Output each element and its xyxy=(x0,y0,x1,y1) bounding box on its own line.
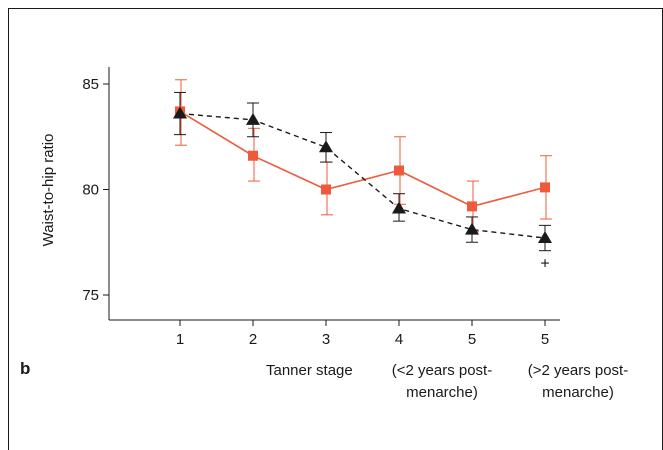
x-tick-label: 4 xyxy=(395,331,403,348)
data-point-square xyxy=(394,165,404,176)
x-tick-label: 2 xyxy=(249,331,257,348)
data-point-triangle xyxy=(246,112,260,125)
chart-annotations: + xyxy=(540,255,549,272)
panel-label: b xyxy=(20,359,30,378)
error-bars xyxy=(174,79,552,252)
x-tick-label: 5 xyxy=(468,331,476,348)
x-tick-label: 1 xyxy=(176,331,184,348)
x-category-note: (>2 years post- xyxy=(528,362,628,379)
x-category-note: (<2 years post- xyxy=(392,362,492,379)
x-tick-label: 3 xyxy=(322,331,330,348)
data-point-triangle xyxy=(319,140,333,153)
series-markers xyxy=(173,106,552,244)
annotation-plus: + xyxy=(540,255,549,272)
data-point-triangle xyxy=(173,106,187,119)
y-tick-label: 80 xyxy=(82,182,99,199)
x-category-note: menarche) xyxy=(406,384,478,401)
x-ticks: 1 2 3 4 5 5 (<2 years post-menarche) (>2 years … xyxy=(176,320,628,401)
data-point-square xyxy=(321,184,331,195)
y-ticks: 75 80 85 xyxy=(82,76,109,304)
data-point-square xyxy=(467,201,477,212)
series-lines xyxy=(179,110,546,239)
chart-axes xyxy=(108,67,560,321)
series-line xyxy=(179,110,546,208)
y-tick-label: 85 xyxy=(82,76,99,93)
x-tick-label: 5 xyxy=(541,331,549,348)
series-line xyxy=(179,112,546,239)
data-point-triangle xyxy=(392,201,406,214)
x-axis-label: Tanner stage xyxy=(266,362,353,379)
x-category-note: menarche) xyxy=(542,384,614,401)
y-tick-label: 75 xyxy=(82,287,99,304)
data-point-square xyxy=(248,150,258,161)
y-axis-label: Waist-to-hip ratio xyxy=(40,134,57,247)
data-point-square xyxy=(540,182,550,193)
data-point-triangle xyxy=(465,222,479,235)
data-point-triangle xyxy=(538,231,552,244)
